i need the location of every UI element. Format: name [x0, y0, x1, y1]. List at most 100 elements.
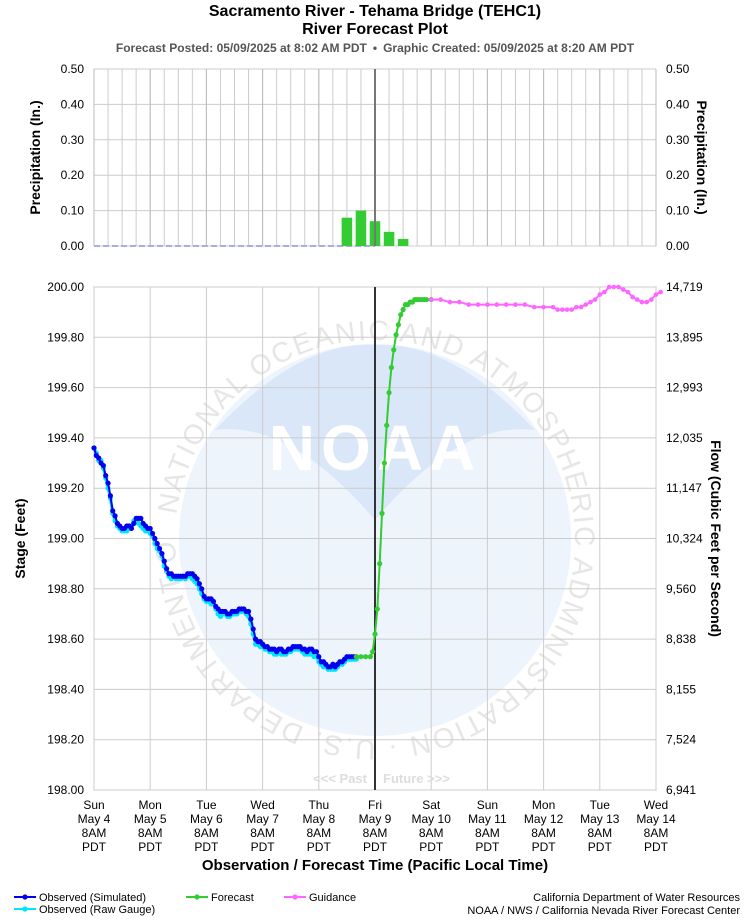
guidance-point: [447, 299, 453, 305]
flow-right-tick-label: 11,147: [666, 481, 702, 495]
guidance-point: [630, 294, 635, 300]
observed-simulated-point: [194, 576, 200, 582]
flow-right-tick-label: 7,524: [666, 733, 696, 747]
x-tick-time: 8AM: [82, 826, 107, 840]
x-tick-date: May 10: [412, 812, 452, 826]
observed-simulated-point: [248, 616, 254, 622]
x-tick-day: Tue: [590, 798, 611, 812]
x-tick-tz: PDT: [194, 840, 219, 854]
observed-simulated-point: [161, 558, 167, 564]
forecast-point: [393, 332, 399, 338]
guidance-point: [574, 304, 579, 310]
observed-simulated-point: [110, 508, 116, 514]
observed-simulated-point: [107, 493, 113, 499]
guidance-point: [616, 284, 621, 290]
x-tick-time: 8AM: [194, 826, 219, 840]
watermark-noaa-letters: NOAA: [269, 412, 481, 484]
legend-marker-guidance: [292, 894, 298, 900]
precip-bar: [383, 231, 395, 246]
observed-simulated-point: [210, 598, 217, 604]
precip-left-tick-label: 0.30: [61, 133, 85, 147]
x-tick-time: 8AM: [250, 826, 275, 840]
guidance-point: [569, 307, 574, 312]
flow-right-tick-label: 6,941: [666, 783, 696, 797]
forecast-point: [377, 561, 383, 567]
guidance-point: [494, 302, 500, 307]
observed-simulated-point: [100, 462, 106, 469]
stage-left-axis-title: Stage (Feet): [12, 498, 28, 578]
observed-simulated-point: [103, 473, 109, 479]
precip-right-axis-title: Precipitation (In.): [694, 100, 710, 214]
legend-marker-forecast: [194, 894, 200, 900]
stage-left-tick-label: 198.40: [47, 682, 84, 696]
x-tick-tz: PDT: [475, 840, 500, 854]
forecast-point: [370, 649, 376, 655]
legend-label-observed-raw: Observed (Raw Gauge): [39, 904, 155, 916]
guidance-point: [588, 299, 593, 305]
chart-title: Sacramento River - Tehama Bridge (TEHC1): [208, 3, 542, 20]
guidance-point: [578, 304, 584, 310]
guidance-point: [634, 297, 640, 302]
x-tick-day: Sat: [422, 798, 441, 812]
stage-left-tick-label: 199.60: [47, 381, 84, 395]
timestamp-line: Forecast Posted: 05/09/2025 at 8:02 AM P…: [0, 41, 750, 55]
x-tick-time: 8AM: [419, 826, 444, 840]
forecast-point: [358, 654, 364, 660]
observed-simulated-point: [250, 626, 256, 632]
stage-left-tick-label: 199.20: [47, 481, 84, 495]
x-axis-title: Observation / Forecast Time (Pacific Loc…: [202, 857, 548, 874]
guidance-point: [522, 302, 528, 307]
guidance-point: [620, 287, 626, 292]
guidance-point: [597, 292, 603, 297]
guidance-point: [513, 302, 518, 307]
x-tick-tz: PDT: [644, 840, 669, 854]
legend-marker-observed-raw: [22, 906, 28, 912]
forecast-point: [363, 654, 369, 660]
guidance-point: [625, 289, 631, 295]
flow-right-tick-label: 9,560: [666, 582, 696, 596]
x-tick-date: May 4: [78, 812, 111, 826]
precip-right-tick-label: 0.30: [666, 133, 690, 147]
x-tick-date: May 5: [134, 812, 167, 826]
legend-label-forecast: Forecast: [211, 892, 254, 904]
x-tick-date: May 14: [636, 812, 676, 826]
observed-simulated-point: [91, 445, 97, 451]
x-tick-time: 8AM: [475, 826, 500, 840]
flow-right-axis-title: Flow (Cubic Feet per Second): [708, 440, 724, 637]
flow-right-tick-label: 8,155: [666, 682, 696, 696]
x-tick-date: May 11: [468, 812, 507, 826]
precip-bar: [341, 217, 353, 246]
stage-left-tick-label: 199.40: [47, 431, 84, 445]
x-tick-day: Tue: [196, 798, 217, 812]
graphic-created-text: Graphic Created: 05/09/2025 at 8:20 AM P…: [383, 41, 635, 55]
x-tick-day: Wed: [644, 798, 668, 812]
bullet-separator: •: [372, 41, 378, 55]
x-tick-day: Wed: [250, 798, 274, 812]
forecast-point: [400, 307, 406, 313]
forecast-point: [381, 460, 387, 466]
x-tick-date: May 12: [524, 812, 564, 826]
guidance-point: [606, 284, 612, 290]
forecast-point: [423, 296, 430, 303]
observed-simulated-point: [131, 520, 137, 527]
guidance-point: [644, 299, 649, 305]
forecast-point: [384, 422, 390, 428]
x-tick-time: 8AM: [644, 826, 669, 840]
x-tick-date: May 7: [246, 812, 279, 826]
forecast-posted-text: Forecast Posted: 05/09/2025 at 8:02 AM P…: [115, 41, 367, 55]
guidance-point: [602, 289, 607, 295]
precip-left-tick-label: 0.40: [61, 97, 85, 111]
stage-left-tick-label: 198.60: [47, 632, 84, 646]
observed-simulated-point: [316, 654, 322, 660]
forecast-point: [391, 347, 397, 353]
observed-simulated-point: [199, 586, 205, 592]
x-tick-tz: PDT: [138, 840, 163, 854]
observed-simulated-point: [196, 581, 202, 587]
forecast-point: [374, 606, 380, 612]
flow-right-tick-label: 8,838: [666, 632, 696, 646]
stage-flow-panel: 198.00 6,941 198.20 7,524 198.40 8,155 198.60 8…: [12, 280, 724, 797]
x-tick-day: Mon: [139, 798, 162, 812]
x-tick-date: May 13: [580, 812, 620, 826]
